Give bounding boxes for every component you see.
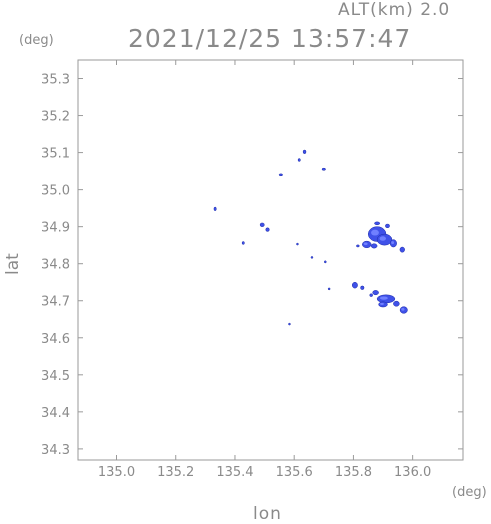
echo-cell-highlight bbox=[401, 308, 405, 311]
x-tick-label: 135.0 bbox=[98, 465, 135, 480]
x-tick-label: 135.4 bbox=[216, 465, 253, 480]
y-tick-label: 34.7 bbox=[41, 295, 70, 310]
echo-cell bbox=[259, 222, 265, 227]
echo-cell bbox=[265, 227, 270, 232]
y-tick-label: 34.6 bbox=[41, 332, 70, 347]
echo-cell-highlight bbox=[379, 296, 388, 300]
x-tick-label: 135.6 bbox=[276, 465, 313, 480]
x-tick-label: 136.0 bbox=[394, 465, 431, 480]
altitude-label: ALT(km) 2.0 bbox=[338, 0, 451, 20]
echo-cell bbox=[302, 149, 307, 154]
echo-cell bbox=[385, 223, 390, 229]
y-tick-label: 35.3 bbox=[41, 73, 70, 88]
echo-cell bbox=[241, 241, 245, 245]
y-tick-label: 35.2 bbox=[41, 110, 70, 125]
echo-cell bbox=[399, 246, 405, 253]
x-axis-ticks: 135.0 135.2 135.4 135.6 135.8 136.0 bbox=[98, 60, 431, 480]
plot-frame bbox=[77, 59, 464, 461]
echo-cell-highlight bbox=[371, 229, 379, 236]
echo-cell-highlight bbox=[380, 302, 384, 305]
y-tick-label: 34.8 bbox=[41, 258, 70, 273]
echo-cell bbox=[374, 221, 381, 226]
echo-cell bbox=[288, 322, 291, 326]
echo-cell bbox=[310, 256, 314, 259]
echo-cell bbox=[370, 243, 378, 249]
y-tick-label: 35.0 bbox=[41, 184, 70, 199]
echo-cell bbox=[372, 290, 379, 296]
echo-cell bbox=[278, 173, 283, 177]
echo-cell-highlight bbox=[379, 236, 386, 241]
echo-cell bbox=[360, 285, 365, 290]
y-tick-label: 34.4 bbox=[41, 406, 70, 421]
echo-cell bbox=[356, 244, 360, 248]
echo-cell bbox=[369, 293, 373, 297]
echo-cell bbox=[351, 281, 358, 289]
timestamp-title: 2021/12/25 13:57:47 bbox=[128, 24, 412, 53]
echo-cell bbox=[297, 158, 301, 162]
echo-cell bbox=[327, 287, 331, 291]
echo-cell-highlight bbox=[363, 242, 368, 246]
echo-cell bbox=[393, 300, 400, 307]
x-axis-label: lon bbox=[253, 504, 282, 524]
echo-cell bbox=[213, 206, 217, 211]
echo-cell bbox=[321, 167, 326, 171]
x-tick-label: 135.8 bbox=[335, 465, 372, 480]
precipitation-echoes bbox=[213, 149, 408, 326]
y-tick-label: 35.1 bbox=[41, 147, 70, 162]
y-tick-label: 34.5 bbox=[41, 369, 70, 384]
y-axis-unit: (deg) bbox=[19, 33, 54, 48]
y-tick-label: 34.9 bbox=[41, 221, 70, 236]
echo-cell bbox=[296, 242, 299, 246]
x-axis-unit: (deg) bbox=[452, 485, 487, 500]
x-tick-label: 135.2 bbox=[157, 465, 194, 480]
echo-cell bbox=[324, 260, 327, 264]
echo-cell-highlight bbox=[391, 241, 395, 245]
y-tick-label: 34.3 bbox=[41, 443, 70, 458]
y-axis-ticks: 34.3 34.4 34.5 34.6 34.7 34.8 34.9 35.0 35.1 35.2… bbox=[41, 73, 463, 458]
